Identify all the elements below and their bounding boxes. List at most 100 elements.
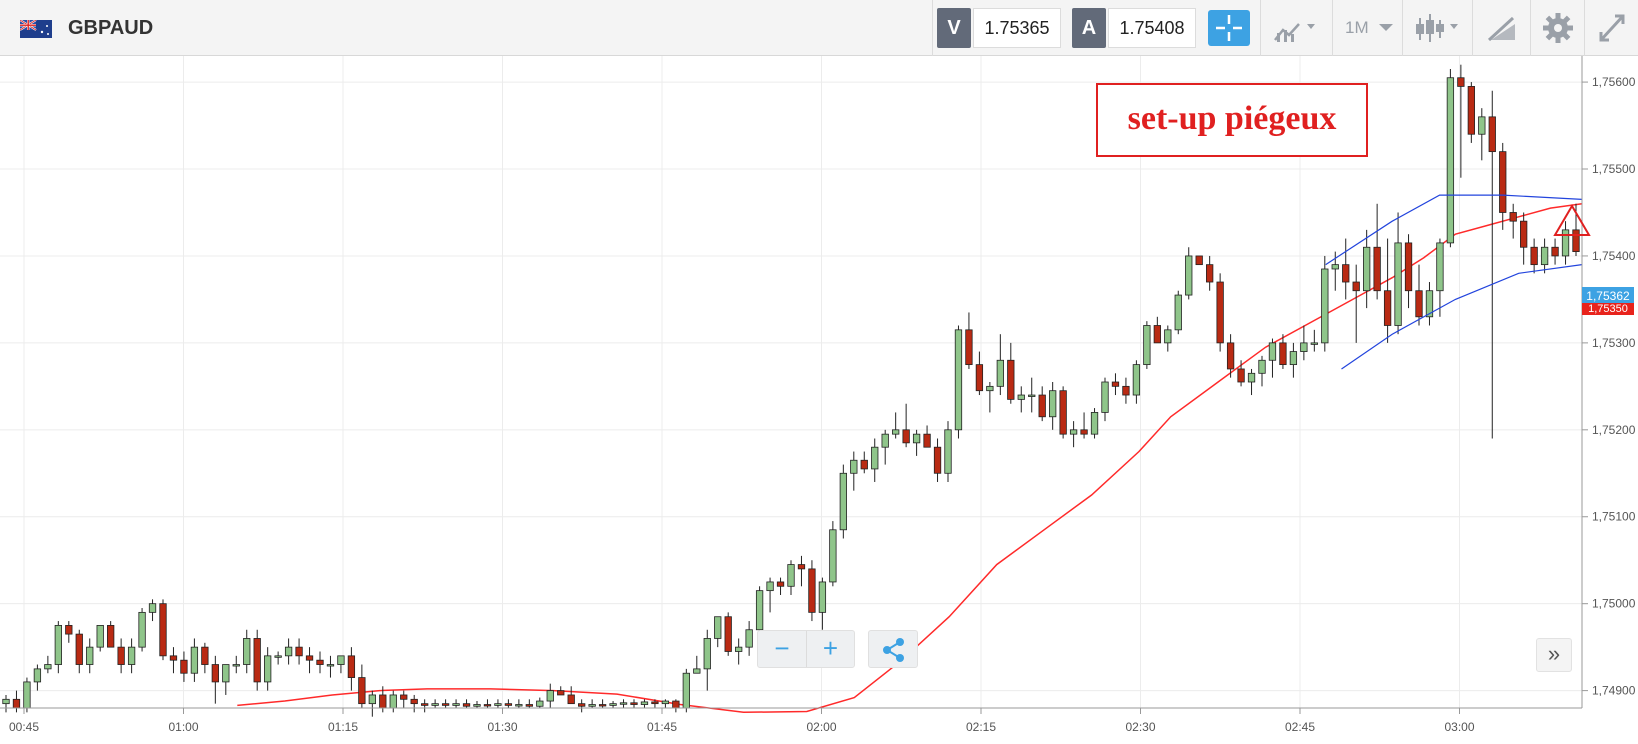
candle-body bbox=[1216, 281, 1224, 344]
candle-body bbox=[148, 603, 157, 613]
candle-body bbox=[1017, 394, 1025, 400]
x-tick-label: 02:45 bbox=[1285, 720, 1315, 734]
time-axis: 00:45 01:00 01:15 01:30 01:45 02:00 02:15 02:30… bbox=[0, 707, 1582, 734]
x-tick-label: 02:00 bbox=[806, 720, 836, 734]
candle-body bbox=[1080, 429, 1088, 435]
candle-body bbox=[525, 704, 533, 707]
candle-body bbox=[954, 329, 963, 431]
last-price-tag: 1,75362 bbox=[1582, 287, 1634, 305]
candle-body bbox=[986, 385, 994, 392]
candle-body bbox=[169, 655, 178, 661]
candle-body bbox=[1174, 294, 1182, 331]
candle-body bbox=[462, 703, 471, 707]
candle-body bbox=[1373, 246, 1381, 292]
zoom-control: − + bbox=[757, 630, 855, 668]
candle-body bbox=[1520, 220, 1528, 248]
candle-body bbox=[1321, 268, 1329, 344]
candle-body bbox=[724, 616, 732, 652]
candle-body bbox=[1289, 351, 1298, 366]
gb-au-flag-icon bbox=[20, 20, 52, 38]
warning-triangle-icon bbox=[1553, 204, 1591, 236]
candle-body bbox=[797, 564, 806, 570]
candle-body bbox=[944, 429, 952, 474]
sell-price-group[interactable]: V 1.75365 bbox=[932, 0, 1064, 56]
candle-body bbox=[421, 703, 429, 706]
candle-body bbox=[996, 359, 1004, 387]
candle-body bbox=[284, 646, 293, 657]
timeframe-select[interactable]: 1M bbox=[1332, 0, 1402, 56]
candle-body bbox=[567, 694, 575, 705]
candle-body bbox=[1153, 325, 1161, 344]
candle-body bbox=[23, 681, 31, 709]
instrument-symbol[interactable]: GBPAUD bbox=[68, 17, 154, 39]
candle-body bbox=[1247, 372, 1256, 383]
candle-body bbox=[1342, 264, 1350, 283]
x-tick-label: 00:45 bbox=[9, 720, 39, 734]
sell-price[interactable]: 1.75365 bbox=[973, 8, 1061, 48]
candle-body bbox=[201, 646, 209, 665]
candle-body bbox=[1090, 412, 1099, 435]
buy-price-group[interactable]: A 1.75408 bbox=[1068, 0, 1200, 56]
fullscreen-button[interactable] bbox=[1584, 0, 1638, 56]
candle-body bbox=[117, 646, 125, 665]
candle-body bbox=[431, 703, 439, 706]
x-tick-label: 01:45 bbox=[647, 720, 677, 734]
x-tick-label: 02:15 bbox=[966, 720, 996, 734]
crosshair-button[interactable] bbox=[1208, 10, 1250, 46]
candle-body bbox=[651, 701, 659, 705]
candle-body bbox=[923, 433, 931, 448]
candle-body bbox=[295, 646, 303, 657]
candle-body bbox=[1059, 390, 1067, 435]
channel-lines bbox=[1325, 194, 1583, 370]
candle-body bbox=[159, 603, 167, 657]
share-button[interactable] bbox=[868, 630, 918, 668]
price-chart[interactable]: 1,74900 1,75000 1,75100 1,75200 1,75300 1,754… bbox=[0, 56, 1638, 744]
zoom-in-button[interactable]: + bbox=[806, 631, 854, 667]
sell-label[interactable]: V bbox=[937, 8, 971, 48]
candle-body bbox=[536, 700, 544, 707]
candle-body bbox=[1561, 229, 1570, 257]
candle-body bbox=[1457, 77, 1465, 87]
candle-body bbox=[1425, 290, 1434, 318]
candle-body bbox=[1352, 281, 1360, 292]
candle-body bbox=[274, 655, 282, 658]
candle-body bbox=[1195, 255, 1203, 266]
candle-body bbox=[1069, 429, 1078, 435]
candle-body bbox=[871, 446, 879, 470]
candle-body bbox=[598, 704, 607, 707]
candle-body bbox=[703, 638, 711, 670]
candle-body bbox=[661, 700, 670, 705]
y-tick-label: 1,75400 bbox=[1592, 249, 1636, 263]
chart-type-button[interactable] bbox=[1260, 0, 1330, 56]
settings-button[interactable] bbox=[1530, 0, 1584, 56]
candle-body bbox=[1038, 394, 1046, 418]
candle-body bbox=[96, 625, 104, 648]
candle-body bbox=[410, 698, 418, 705]
candle-body bbox=[1540, 246, 1549, 266]
x-tick-label: 01:15 bbox=[328, 720, 358, 734]
drawing-tool-button[interactable] bbox=[1472, 0, 1530, 56]
candle-body bbox=[473, 704, 481, 707]
moving-average-line bbox=[237, 203, 1583, 714]
scroll-to-latest-button[interactable]: » bbox=[1536, 638, 1572, 672]
candle-body bbox=[400, 694, 408, 700]
candle-body bbox=[326, 664, 335, 667]
crosshair-icon bbox=[1216, 15, 1242, 41]
candle-body bbox=[912, 433, 921, 444]
zoom-out-button[interactable]: − bbox=[774, 633, 790, 663]
candle-body bbox=[1436, 242, 1444, 292]
candle-body bbox=[735, 646, 743, 652]
buy-price[interactable]: 1.75408 bbox=[1108, 8, 1196, 48]
candle-body bbox=[609, 703, 617, 706]
candle-body bbox=[1478, 116, 1486, 135]
candle-body bbox=[902, 429, 910, 444]
candle-style-button[interactable] bbox=[1402, 0, 1472, 56]
y-tick-label: 1,75300 bbox=[1592, 336, 1636, 350]
y-tick-label: 1,74900 bbox=[1592, 684, 1636, 698]
candle-body bbox=[1122, 385, 1130, 396]
candle-body bbox=[33, 668, 42, 683]
candle-body bbox=[766, 581, 774, 592]
candle-body bbox=[1258, 359, 1266, 374]
buy-label[interactable]: A bbox=[1072, 8, 1106, 48]
candle-body bbox=[1394, 242, 1402, 326]
